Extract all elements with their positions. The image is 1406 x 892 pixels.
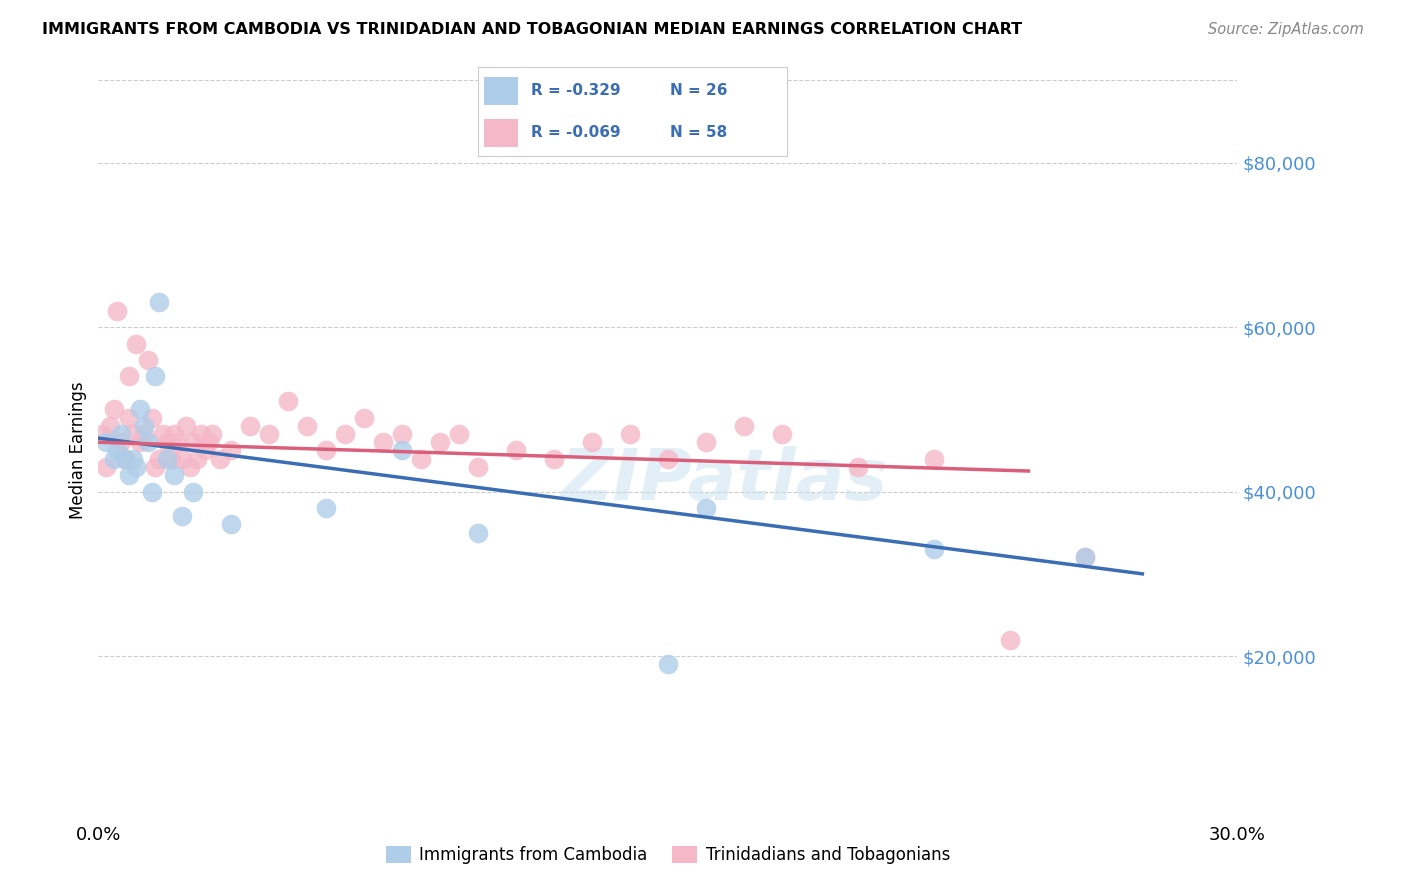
Point: [733, 418, 755, 433]
Text: N = 26: N = 26: [669, 84, 727, 98]
Point: [221, 443, 243, 458]
Point: [114, 451, 136, 466]
Point: [121, 451, 143, 466]
Point: [98, 418, 121, 433]
Point: [429, 435, 451, 450]
Point: [186, 451, 208, 466]
Point: [110, 427, 132, 442]
Point: [259, 427, 281, 442]
Point: [118, 468, 141, 483]
Point: [239, 418, 262, 433]
Point: [114, 451, 136, 466]
Point: [449, 427, 471, 442]
Point: [107, 443, 129, 458]
Text: IMMIGRANTS FROM CAMBODIA VS TRINIDADIAN AND TOBAGONIAN MEDIAN EARNINGS CORRELATI: IMMIGRANTS FROM CAMBODIA VS TRINIDADIAN …: [42, 22, 1022, 37]
Point: [998, 632, 1021, 647]
Point: [159, 451, 181, 466]
Point: [167, 435, 190, 450]
Point: [695, 435, 717, 450]
Bar: [484, 119, 519, 147]
Point: [197, 435, 219, 450]
Legend: Immigrants from Cambodia, Trinidadians and Tobagonians: Immigrants from Cambodia, Trinidadians a…: [385, 846, 950, 864]
Point: [94, 435, 117, 450]
Point: [277, 394, 299, 409]
Text: R = -0.329: R = -0.329: [530, 84, 620, 98]
Point: [125, 336, 148, 351]
Point: [132, 427, 155, 442]
Point: [107, 303, 129, 318]
Point: [183, 435, 205, 450]
Text: N = 58: N = 58: [669, 125, 727, 139]
Point: [148, 295, 170, 310]
Point: [129, 402, 152, 417]
Point: [183, 484, 205, 499]
Point: [411, 451, 433, 466]
Point: [152, 427, 174, 442]
Point: [1074, 550, 1097, 565]
Point: [121, 427, 143, 442]
Point: [148, 451, 170, 466]
Point: [136, 353, 159, 368]
Point: [141, 410, 163, 425]
Y-axis label: Median Earnings: Median Earnings: [69, 382, 87, 519]
Point: [543, 451, 565, 466]
Point: [118, 369, 141, 384]
Point: [846, 459, 869, 474]
Point: [194, 443, 217, 458]
Point: [467, 525, 489, 540]
Point: [581, 435, 603, 450]
Point: [103, 402, 125, 417]
Point: [179, 459, 201, 474]
Point: [371, 435, 394, 450]
Point: [657, 451, 679, 466]
Point: [1074, 550, 1097, 565]
Point: [170, 451, 193, 466]
Point: [141, 484, 163, 499]
Point: [467, 459, 489, 474]
Point: [208, 451, 231, 466]
Point: [657, 657, 679, 672]
Text: ZIPatlas: ZIPatlas: [561, 446, 889, 515]
Point: [163, 468, 186, 483]
Point: [353, 410, 375, 425]
Point: [391, 443, 413, 458]
Point: [297, 418, 319, 433]
Point: [174, 418, 197, 433]
Point: [505, 443, 527, 458]
Point: [125, 459, 148, 474]
Point: [103, 451, 125, 466]
Point: [145, 369, 167, 384]
Point: [922, 542, 945, 557]
Point: [315, 443, 337, 458]
Point: [190, 427, 212, 442]
Text: Source: ZipAtlas.com: Source: ZipAtlas.com: [1208, 22, 1364, 37]
Point: [156, 435, 179, 450]
Point: [91, 427, 114, 442]
Point: [391, 427, 413, 442]
Point: [136, 435, 159, 450]
Text: R = -0.069: R = -0.069: [530, 125, 620, 139]
Point: [129, 435, 152, 450]
Point: [770, 427, 793, 442]
Point: [221, 517, 243, 532]
Point: [201, 427, 224, 442]
Point: [132, 418, 155, 433]
Point: [619, 427, 641, 442]
Point: [94, 459, 117, 474]
Point: [156, 451, 179, 466]
Point: [110, 435, 132, 450]
Bar: [484, 77, 519, 105]
Point: [922, 451, 945, 466]
Point: [170, 509, 193, 524]
Point: [163, 427, 186, 442]
Point: [145, 459, 167, 474]
Point: [315, 501, 337, 516]
Point: [335, 427, 357, 442]
Point: [118, 410, 141, 425]
Point: [695, 501, 717, 516]
